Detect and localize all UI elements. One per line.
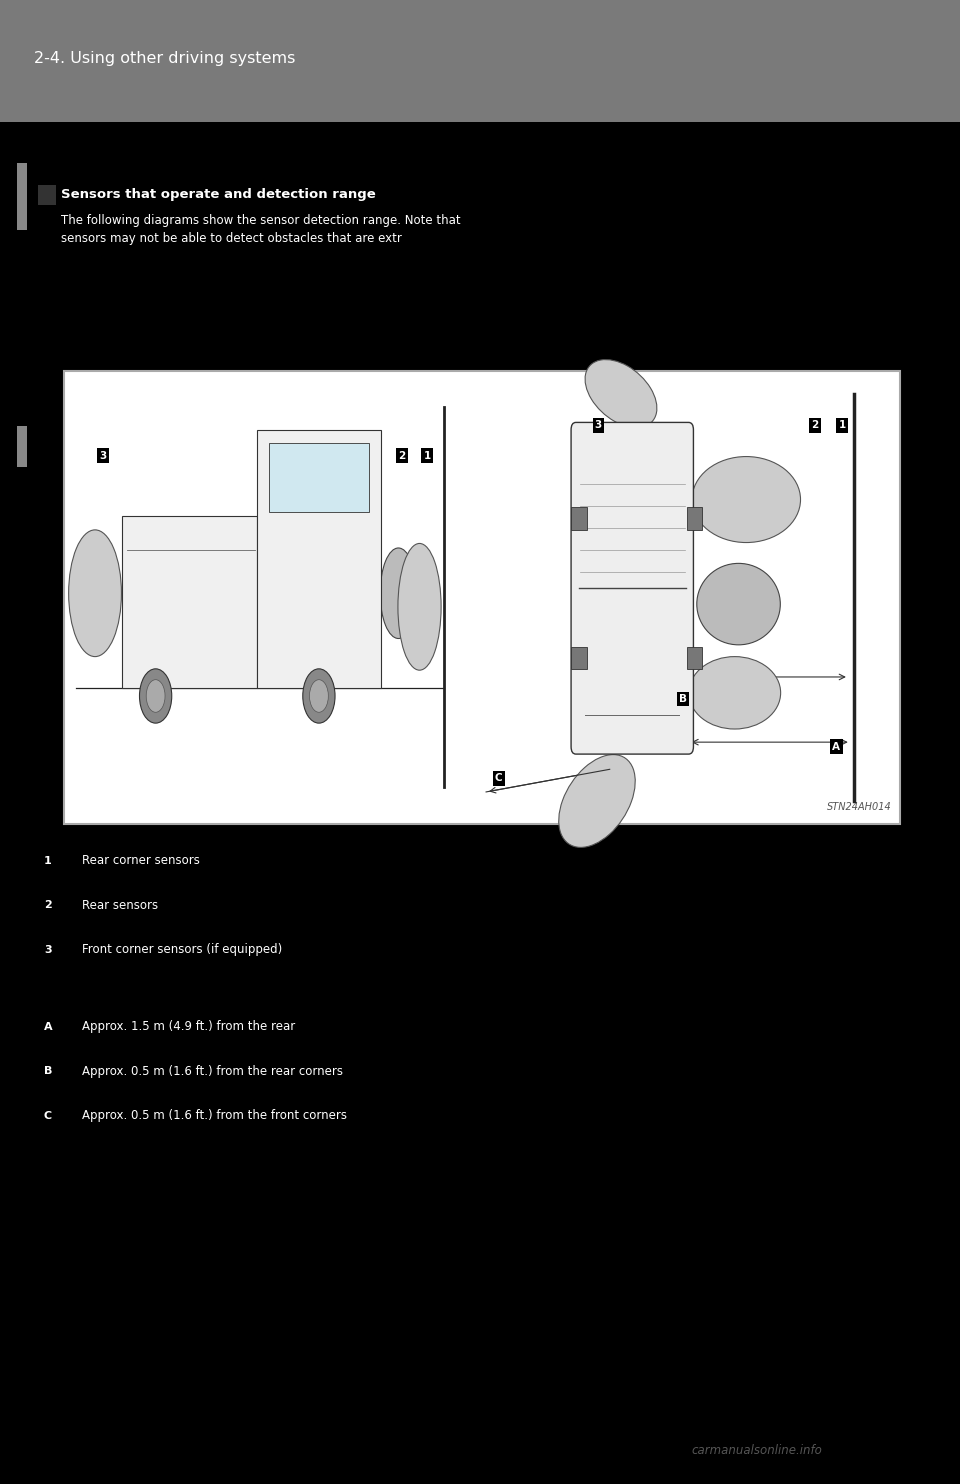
Bar	[17, 426, 27, 467]
Bar	[571, 647, 587, 669]
Text: C: C	[44, 1112, 52, 1120]
Text: 1: 1	[44, 856, 52, 865]
Text: A: A	[832, 742, 840, 752]
Text: B: B	[679, 695, 687, 703]
Ellipse shape	[559, 754, 636, 847]
Ellipse shape	[380, 548, 417, 638]
Text: 1: 1	[423, 451, 431, 460]
Text: STN24AH014: STN24AH014	[828, 801, 892, 812]
Ellipse shape	[139, 669, 172, 723]
Bar	[686, 647, 703, 669]
Bar	[64, 371, 900, 824]
Text: Rear sensors: Rear sensors	[82, 899, 157, 911]
Ellipse shape	[397, 543, 442, 671]
Ellipse shape	[585, 359, 657, 427]
Bar	[269, 442, 369, 512]
Text: Front corner sensors (if equipped): Front corner sensors (if equipped)	[82, 944, 282, 956]
Text: 3: 3	[44, 945, 52, 954]
Bar	[256, 430, 381, 689]
Bar	[0, 0, 960, 122]
Text: C: C	[494, 773, 502, 784]
Ellipse shape	[697, 564, 780, 646]
Bar	[122, 516, 256, 689]
Text: Approx. 1.5 m (4.9 ft.) from the rear: Approx. 1.5 m (4.9 ft.) from the rear	[82, 1021, 295, 1033]
Text: 2: 2	[44, 901, 52, 910]
Ellipse shape	[146, 680, 165, 712]
Ellipse shape	[692, 457, 801, 543]
Bar	[38, 186, 56, 205]
Text: Approx. 0.5 m (1.6 ft.) from the rear corners: Approx. 0.5 m (1.6 ft.) from the rear co…	[82, 1066, 343, 1077]
Text: 3: 3	[595, 420, 602, 430]
Text: 2: 2	[398, 451, 406, 460]
Bar	[17, 163, 27, 230]
Text: 2: 2	[811, 420, 819, 430]
FancyBboxPatch shape	[571, 423, 693, 754]
Text: 1: 1	[838, 420, 846, 430]
Text: A: A	[44, 1022, 52, 1031]
Text: Sensors that operate and detection range: Sensors that operate and detection range	[61, 188, 376, 202]
Bar	[571, 508, 587, 530]
Bar	[686, 508, 703, 530]
Text: 3: 3	[99, 451, 107, 460]
Text: B: B	[44, 1067, 52, 1076]
Text: Approx. 0.5 m (1.6 ft.) from the front corners: Approx. 0.5 m (1.6 ft.) from the front c…	[82, 1110, 347, 1122]
Text: Rear corner sensors: Rear corner sensors	[82, 855, 200, 867]
Text: carmanualsonline.info: carmanualsonline.info	[691, 1444, 822, 1457]
Ellipse shape	[309, 680, 328, 712]
Ellipse shape	[302, 669, 335, 723]
Text: The following diagrams show the sensor detection range. Note that
sensors may no: The following diagrams show the sensor d…	[61, 214, 461, 245]
Ellipse shape	[688, 656, 780, 729]
Ellipse shape	[69, 530, 121, 656]
Text: 2-4. Using other driving systems: 2-4. Using other driving systems	[34, 50, 295, 65]
